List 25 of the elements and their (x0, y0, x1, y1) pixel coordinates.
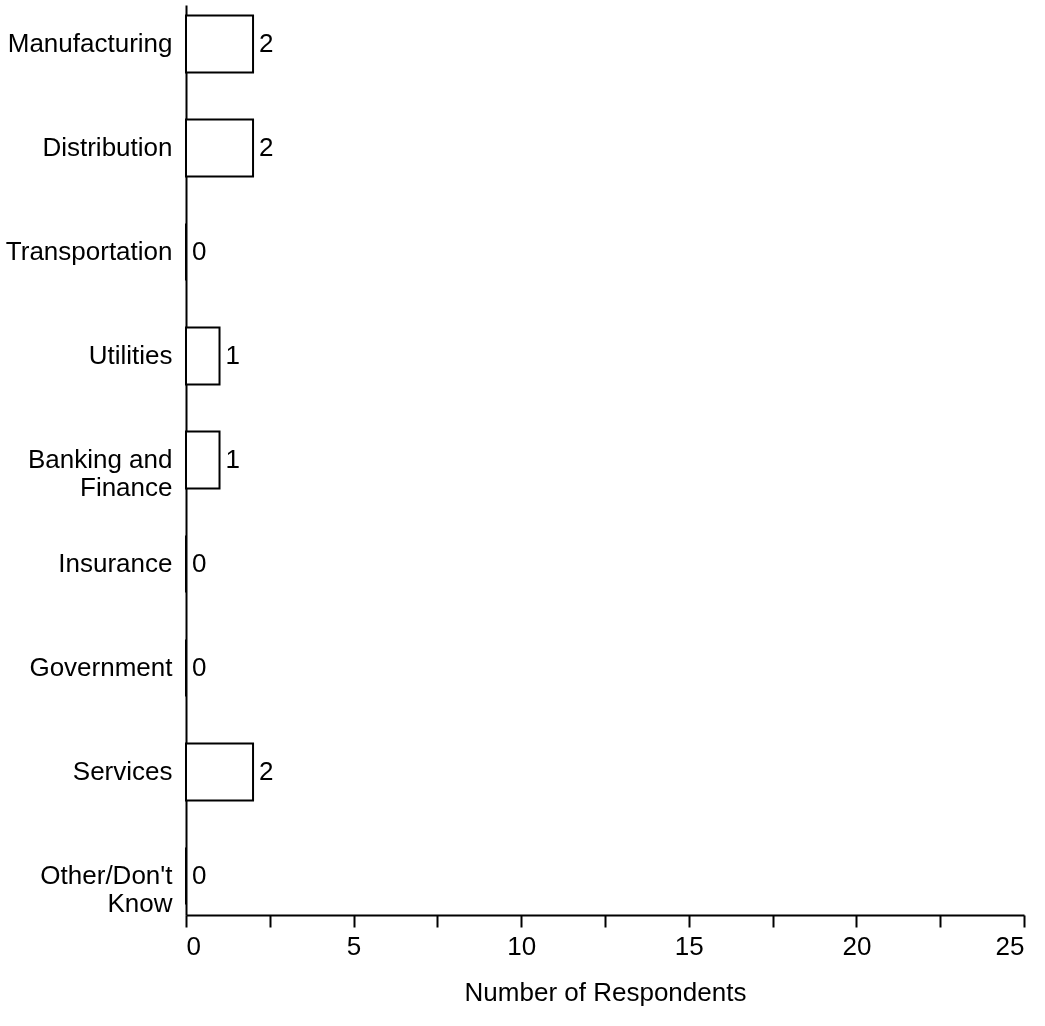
data-label: 2 (259, 28, 274, 58)
y-tick-label: Distribution (42, 132, 173, 162)
data-label: 0 (192, 652, 207, 682)
data-label: 1 (225, 340, 240, 370)
x-tick-label: 15 (674, 930, 704, 961)
data-label: 0 (192, 548, 207, 578)
y-tick-label: Insurance (58, 548, 173, 578)
data-label: 2 (259, 756, 274, 786)
y-tick-label: Other/Don't Know (40, 860, 174, 918)
x-tick-label: 20 (842, 930, 872, 961)
y-tick-label: Government (29, 652, 174, 682)
data-label: 0 (192, 236, 207, 266)
x-tick-label: 0 (186, 930, 201, 961)
data-label: 0 (192, 860, 207, 890)
x-tick-label: 25 (995, 930, 1025, 961)
data-label: 1 (225, 444, 240, 474)
y-tick-label: Services (72, 756, 173, 786)
x-tick-label: 10 (507, 930, 537, 961)
y-tick-label: Manufacturing (7, 28, 173, 58)
y-tick-label: Banking and Finance (27, 444, 173, 502)
y-tick-label: Transportation (5, 236, 173, 266)
x-axis-title: Number of Respondents (464, 976, 747, 1007)
x-tick-label: 5 (346, 930, 362, 961)
data-label: 2 (259, 132, 274, 162)
y-tick-label: Utilities (88, 340, 173, 370)
